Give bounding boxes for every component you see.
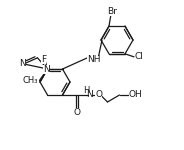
Text: H: H bbox=[83, 87, 90, 96]
Text: Br: Br bbox=[107, 7, 117, 16]
Text: N: N bbox=[86, 90, 93, 99]
Text: F: F bbox=[41, 54, 46, 63]
Text: O: O bbox=[95, 90, 102, 99]
Text: OH: OH bbox=[129, 90, 142, 99]
Text: N: N bbox=[43, 65, 49, 74]
Text: N: N bbox=[19, 59, 26, 68]
Text: Cl: Cl bbox=[135, 52, 144, 61]
Text: NH: NH bbox=[87, 56, 101, 64]
Text: O: O bbox=[73, 108, 80, 117]
Text: CH₃: CH₃ bbox=[23, 76, 38, 85]
